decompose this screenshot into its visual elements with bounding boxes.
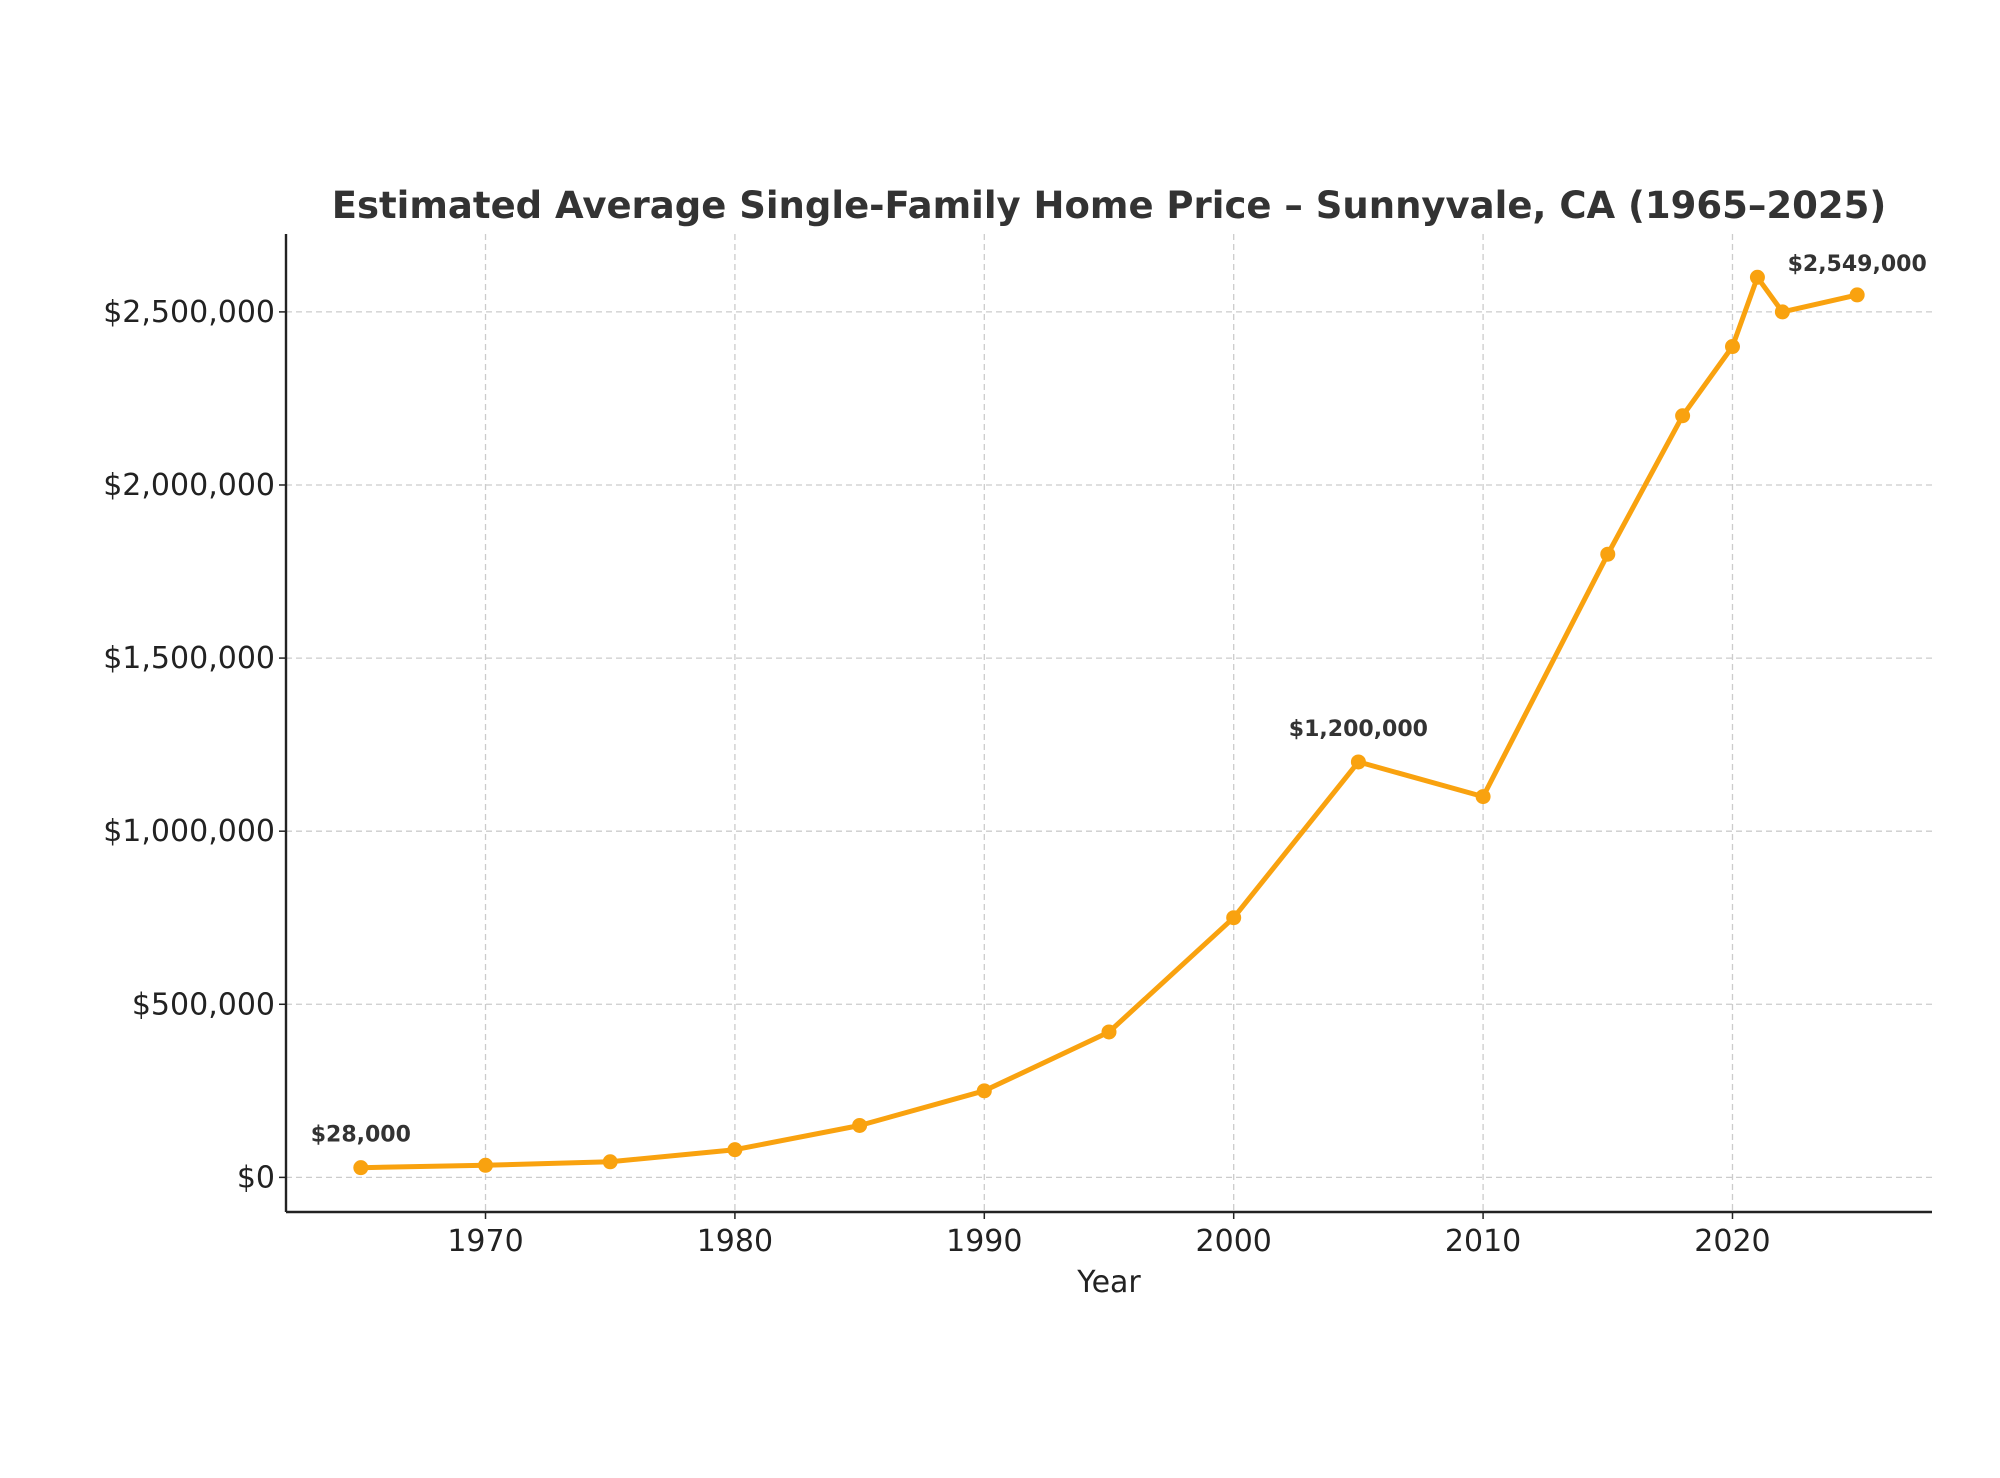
y-tick-label-500000: $500,000 [132, 987, 275, 1022]
data-label-2005: $1,200,000 [1289, 717, 1428, 742]
data-point-1995 [1101, 1024, 1117, 1040]
data-point-1965 [353, 1160, 369, 1176]
y-tick-label-1500000: $1,500,000 [103, 641, 275, 676]
x-tick-label-2000: 2000 [1196, 1224, 1272, 1259]
series [353, 269, 1865, 1176]
data-point-1990 [976, 1083, 992, 1099]
grid [286, 234, 1932, 1212]
data-point-2021 [1749, 269, 1765, 285]
x-axis-label: Year [1076, 1265, 1141, 1300]
y-tick-label-2500000: $2,500,000 [103, 295, 275, 330]
y-tick-label-2000000: $2,000,000 [103, 468, 275, 503]
data-point-2022 [1774, 304, 1790, 320]
data-label-1965: $28,000 [311, 1123, 411, 1148]
data-point-2020 [1724, 339, 1740, 355]
x-tick-label-1990: 1990 [946, 1224, 1022, 1259]
data-point-1985 [852, 1117, 868, 1133]
data-point-2018 [1675, 408, 1691, 424]
y-tick-label-1000000: $1,000,000 [103, 814, 275, 849]
x-tick-label-1980: 1980 [697, 1224, 773, 1259]
data-labels: $28,000 $1,200,000 $2,549,000 [311, 252, 1927, 1148]
axes [284, 234, 1932, 1214]
data-point-2025 [1849, 287, 1865, 303]
series-line [358, 274, 1860, 1171]
data-point-1980 [727, 1142, 743, 1158]
x-tick-label-1970: 1970 [447, 1224, 523, 1259]
tick-labels: 1970 1980 1990 2000 2010 2020 $0 $500,000 $1,000… [103, 295, 1770, 1259]
data-point-1975 [602, 1154, 618, 1170]
data-label-2025: $2,549,000 [1788, 252, 1927, 277]
chart-title: Estimated Average Single-Family Home Pri… [332, 184, 1887, 227]
data-point-2010 [1475, 789, 1491, 805]
data-point-2005 [1350, 754, 1366, 770]
data-point-2000 [1226, 910, 1242, 926]
x-tick-label-2010: 2010 [1445, 1224, 1521, 1259]
y-tick-label-0: $0 [237, 1160, 275, 1195]
data-point-2015 [1600, 546, 1616, 562]
x-tick-label-2020: 2020 [1694, 1224, 1770, 1259]
data-point-1970 [478, 1157, 494, 1173]
